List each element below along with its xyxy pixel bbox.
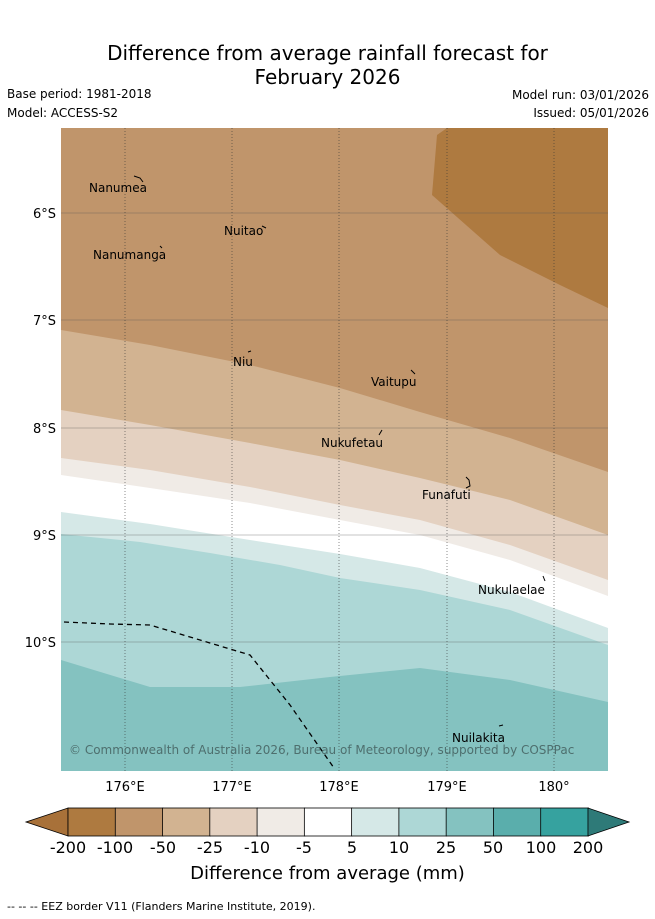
colorbar-swatch — [256, 807, 306, 837]
colorbar-tick: -100 — [96, 838, 134, 857]
island-label: Niu — [233, 355, 253, 369]
colorbar-swatch — [114, 807, 164, 837]
colorbar-swatch — [351, 807, 400, 837]
island-shape-nukufetau — [378, 429, 383, 436]
model-run: Model run: 03/01/2026 — [511, 88, 649, 102]
band-plus25-plus50 — [61, 660, 608, 771]
lon-label: 180° — [538, 780, 569, 795]
island-label: Funafuti — [422, 488, 471, 502]
island-shape-nukulaelae — [542, 575, 546, 582]
lat-label: 6°S — [33, 207, 56, 222]
colorbar-tick: -5 — [296, 838, 312, 857]
map-canvas: Nanumea Nuitao Nanumanga Niu Vaitupu Nuk… — [24, 128, 631, 837]
lat-gridlines — [61, 212, 608, 643]
island-label: Vaitupu — [371, 375, 417, 389]
island-label: Nuitao — [224, 224, 263, 238]
colorbar-tick: -10 — [243, 838, 271, 857]
island-shape-nuilakita — [498, 724, 504, 727]
island-label: Nuilakita — [452, 731, 505, 745]
colorbar-swatch — [162, 807, 211, 837]
island-shape-nanumanga — [159, 245, 163, 249]
island-label: Nanumea — [89, 181, 147, 195]
title-line-1: Difference from average rainfall forecas… — [107, 41, 548, 65]
colorbar-tick: 5 — [346, 838, 358, 857]
eez-border — [63, 621, 335, 769]
colorbar-extend-high — [587, 807, 631, 837]
island-label: Nukulaelae — [478, 583, 545, 597]
base-period: Base period: 1981-2018 — [7, 87, 152, 101]
colorbar-tick: -200 — [49, 838, 87, 857]
colorbar-tick: 25 — [435, 838, 457, 857]
lat-label: 10°S — [25, 636, 56, 651]
colorbar-tick: -25 — [196, 838, 224, 857]
island-shapes — [133, 175, 546, 727]
colorbar-swatch — [67, 807, 117, 837]
issued-date: Issued: 05/01/2026 — [533, 106, 649, 120]
island-shape-vaitupu — [410, 369, 416, 375]
lat-label: 9°S — [33, 529, 56, 544]
lon-gridlines — [124, 128, 555, 771]
band-minus100-minus50 — [432, 128, 608, 308]
island-shape-niu — [247, 350, 252, 353]
lon-label: 177°E — [212, 780, 252, 795]
colorbar-title: Difference from average (mm) — [190, 863, 465, 884]
lon-label: 179°E — [427, 780, 467, 795]
lat-label: 8°S — [33, 422, 56, 437]
colorbar — [24, 807, 631, 837]
model-name: Model: ACCESS-S2 — [7, 106, 119, 120]
colorbar-extend-low — [24, 807, 69, 837]
colorbar-tick: 100 — [525, 838, 557, 857]
colorbar-tick: 200 — [572, 838, 604, 857]
colorbar-swatch — [445, 807, 495, 837]
colorbar-swatch — [209, 807, 258, 837]
colorbar-swatch — [398, 807, 448, 837]
lon-label: 178°E — [319, 780, 359, 795]
colorbar-tick: 50 — [482, 838, 504, 857]
colorbar-swatch — [493, 807, 542, 837]
island-labels: Nanumea Nuitao Nanumanga Niu Vaitupu Nuk… — [89, 181, 545, 745]
island-shape-funafuti — [465, 476, 471, 489]
copyright-notice: © Commonwealth of Australia 2026, Bureau… — [69, 743, 574, 757]
colorbar-swatch — [303, 807, 353, 837]
island-label: Nanumanga — [93, 248, 166, 262]
eez-footnote: -- -- -- EEZ border V11 (Flanders Marine… — [7, 900, 316, 913]
colorbar-tick: 10 — [388, 838, 410, 857]
title-line-2: February 2026 — [254, 65, 401, 89]
island-label: Nukufetau — [321, 436, 383, 450]
lat-axis-labels: 6°S 7°S 8°S 9°S 10°S — [25, 207, 56, 651]
island-shape-nuitao — [261, 225, 267, 229]
rainfall-contours: Nanumea Nuitao Nanumanga Niu Vaitupu Nuk… — [61, 128, 608, 771]
lon-axis-labels: 176°E 177°E 178°E 179°E 180° — [105, 780, 569, 795]
colorbar-tick: -50 — [149, 838, 177, 857]
island-shape-nanumea — [133, 175, 144, 183]
lat-label: 7°S — [33, 314, 56, 329]
colorbar-swatch — [540, 807, 589, 837]
lon-label: 176°E — [105, 780, 145, 795]
